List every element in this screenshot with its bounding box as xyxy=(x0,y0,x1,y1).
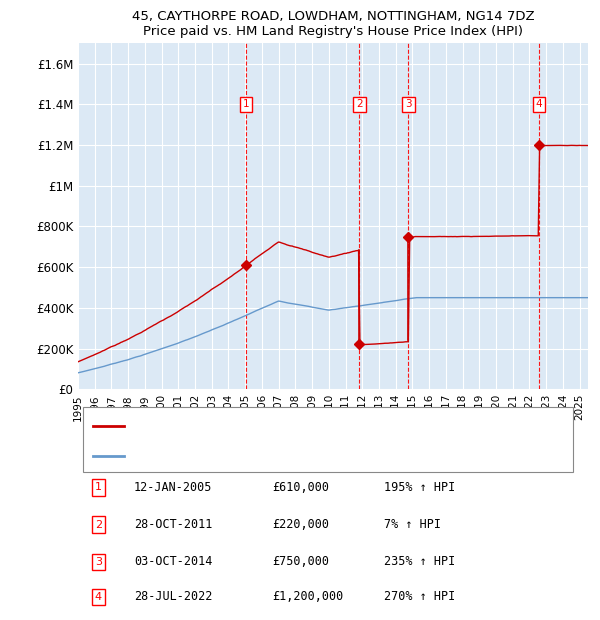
Text: 4: 4 xyxy=(536,99,542,109)
Text: 2: 2 xyxy=(356,99,363,109)
Text: 2: 2 xyxy=(95,520,102,529)
Text: 235% ↑ HPI: 235% ↑ HPI xyxy=(384,556,455,569)
Text: 7% ↑ HPI: 7% ↑ HPI xyxy=(384,518,441,531)
Text: £1,200,000: £1,200,000 xyxy=(272,590,343,603)
Text: 45, CAYTHORPE ROAD, LOWDHAM, NOTTINGHAM, NG14 7DZ (detached house): 45, CAYTHORPE ROAD, LOWDHAM, NOTTINGHAM,… xyxy=(129,422,542,432)
Text: £610,000: £610,000 xyxy=(272,481,329,494)
Text: HPI: Average price, detached house, Newark and Sherwood: HPI: Average price, detached house, Newa… xyxy=(129,451,473,461)
Text: £750,000: £750,000 xyxy=(272,556,329,569)
Text: 4: 4 xyxy=(95,591,102,601)
Text: 195% ↑ HPI: 195% ↑ HPI xyxy=(384,481,455,494)
Text: 270% ↑ HPI: 270% ↑ HPI xyxy=(384,590,455,603)
Text: 1: 1 xyxy=(95,482,102,492)
Text: 3: 3 xyxy=(95,557,102,567)
Title: 45, CAYTHORPE ROAD, LOWDHAM, NOTTINGHAM, NG14 7DZ
Price paid vs. HM Land Registr: 45, CAYTHORPE ROAD, LOWDHAM, NOTTINGHAM,… xyxy=(131,10,535,38)
Text: 1: 1 xyxy=(242,99,249,109)
Text: 3: 3 xyxy=(405,99,412,109)
Text: 12-JAN-2005: 12-JAN-2005 xyxy=(134,481,212,494)
Text: 28-JUL-2022: 28-JUL-2022 xyxy=(134,590,212,603)
Text: 28-OCT-2011: 28-OCT-2011 xyxy=(134,518,212,531)
Text: £220,000: £220,000 xyxy=(272,518,329,531)
Text: 03-OCT-2014: 03-OCT-2014 xyxy=(134,556,212,569)
FancyBboxPatch shape xyxy=(83,407,573,472)
